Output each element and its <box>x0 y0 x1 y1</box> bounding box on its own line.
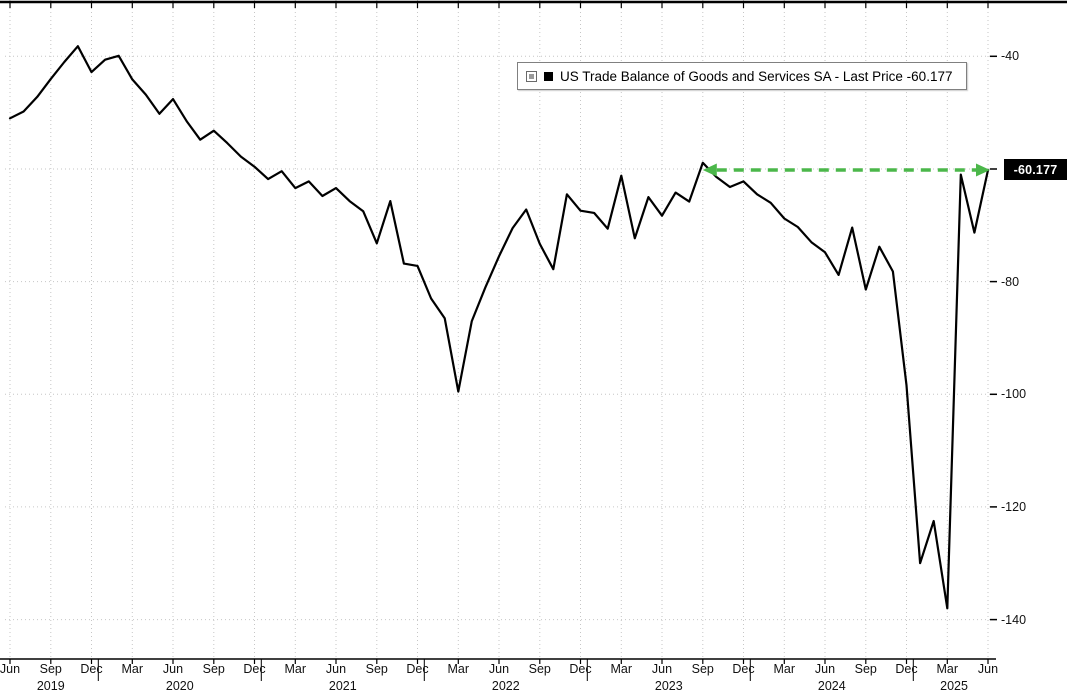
x-axis-month-label: Sep <box>202 662 225 676</box>
legend-expander-icon[interactable] <box>526 70 537 82</box>
series-marker-icon <box>544 71 553 81</box>
y-axis-tick-label: -40 <box>1001 49 1020 64</box>
x-axis-month-label: Sep <box>691 662 714 676</box>
x-axis-month-label: Jun <box>977 662 999 676</box>
x-axis-year-label: 2022 <box>491 679 520 693</box>
x-axis-month-label: Dec <box>569 662 592 676</box>
x-axis-month-label: Dec <box>406 662 429 676</box>
x-axis-month-label: Sep <box>365 662 388 676</box>
x-axis-month-label: Dec <box>80 662 103 676</box>
x-axis-month-label: Sep <box>528 662 551 676</box>
reference-arrow-right <box>976 163 990 177</box>
x-axis-month-label: Jun <box>814 662 836 676</box>
y-axis-tick-label: -100 <box>1001 387 1027 402</box>
x-axis-year-label: 2019 <box>36 679 65 693</box>
last-price-badge: -60.177 <box>1004 159 1067 181</box>
x-axis-month-label: Jun <box>162 662 184 676</box>
x-axis-month-label: Jun <box>0 662 21 676</box>
x-axis-month-label: Mar <box>610 662 633 676</box>
y-axis-tick-label: -120 <box>1001 499 1027 514</box>
x-axis-month-label: Mar <box>936 662 959 676</box>
x-axis-month-label: Mar <box>121 662 144 676</box>
x-axis-month-label: Jun <box>651 662 673 676</box>
x-axis-month-label: Sep <box>39 662 62 676</box>
x-axis-month-label: Sep <box>854 662 877 676</box>
x-axis-month-label: Jun <box>488 662 510 676</box>
y-axis-tick-label: -80 <box>1001 274 1020 289</box>
x-axis-month-label: Mar <box>773 662 796 676</box>
series-line <box>8 45 990 610</box>
x-axis-year-label: 2025 <box>940 679 968 693</box>
x-axis-month-label: Mar <box>284 662 307 676</box>
x-axis-month-label: Dec <box>732 662 755 676</box>
x-axis-month-label: Dec <box>243 662 266 676</box>
x-axis-month-label: Jun <box>325 662 347 676</box>
x-axis-year-label: 2023 <box>654 679 683 693</box>
y-axis-tick-label: -140 <box>1001 612 1027 627</box>
legend-box[interactable]: US Trade Balance of Goods and Services S… <box>517 62 968 90</box>
legend-label: US Trade Balance of Goods and Services S… <box>560 68 953 84</box>
x-axis-month-label: Mar <box>447 662 470 676</box>
x-axis-year-label: 2021 <box>328 679 357 693</box>
x-axis-year-label: 2020 <box>165 679 194 693</box>
reference-arrow-left <box>702 163 717 177</box>
x-axis-month-label: Dec <box>895 662 918 676</box>
x-axis-year-label: 2024 <box>817 679 846 693</box>
